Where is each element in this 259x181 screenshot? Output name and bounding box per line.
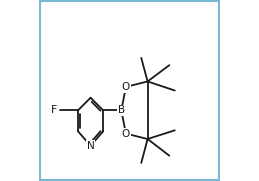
Text: B: B (118, 105, 125, 115)
Text: O: O (122, 129, 130, 139)
Text: F: F (51, 105, 58, 115)
Text: N: N (87, 141, 95, 151)
Text: O: O (122, 82, 130, 92)
